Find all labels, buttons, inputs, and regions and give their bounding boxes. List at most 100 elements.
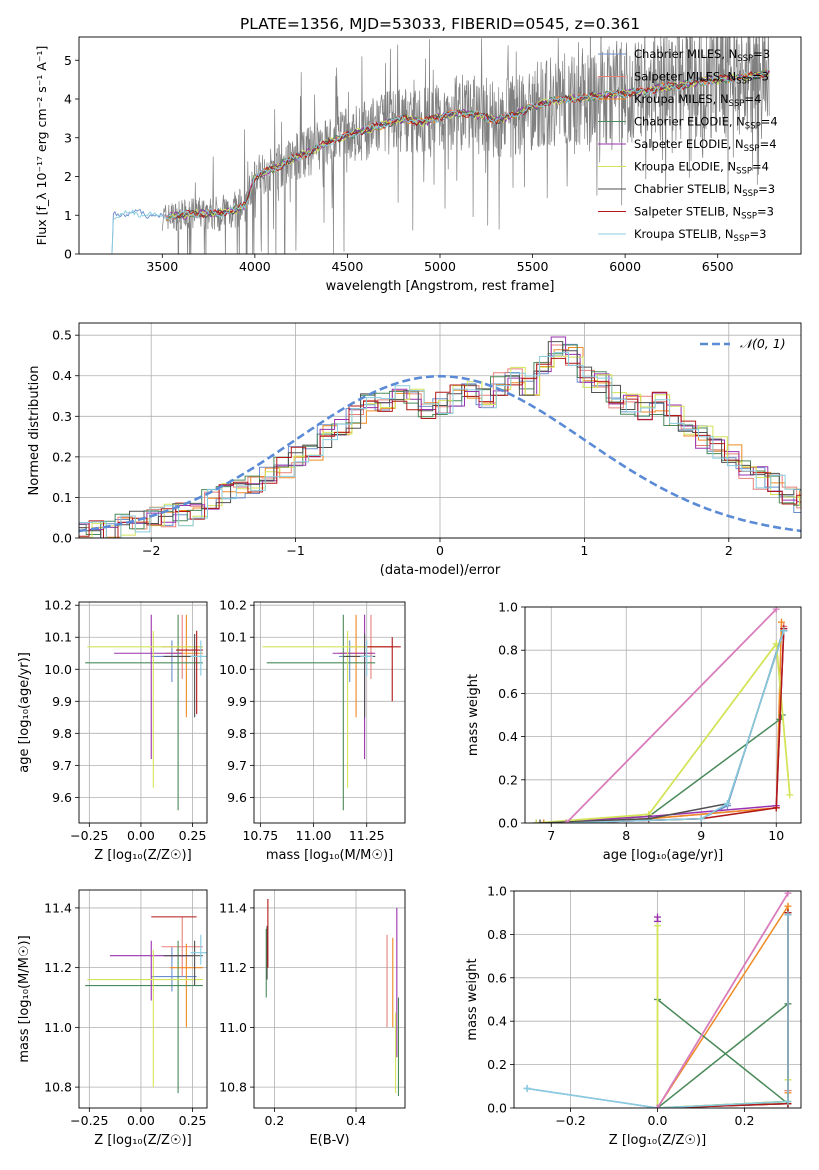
y-tick-label: 0.8 bbox=[487, 927, 507, 942]
axes: 0.2 0.4 10.8 11.0 11.2 11.4 E(B-V) bbox=[219, 889, 406, 1148]
legend-entry: 𝒩(0, 1) bbox=[740, 336, 786, 351]
error-bar-kroupa-stelib bbox=[190, 934, 207, 965]
legend-text: Kroupa MILES, N bbox=[634, 92, 729, 106]
plot-area bbox=[85, 614, 207, 811]
x-tick-label: 0.00 bbox=[127, 1113, 155, 1128]
legend-entry: Salpeter STELIB, NSSP=3 bbox=[634, 205, 774, 222]
x-axis-label: (data-model)/error bbox=[380, 563, 501, 578]
plot-area bbox=[110, 37, 770, 254]
y-axis-label: mass [log₁₀(M/M☉)] bbox=[17, 935, 32, 1062]
y-tick-label: 9.7 bbox=[227, 758, 247, 773]
x-tick-label: 9 bbox=[697, 828, 705, 843]
error-bar-salpeter-stelib bbox=[366, 637, 401, 702]
legend-subscript: SSP bbox=[736, 167, 752, 177]
y-tick-label: 0.8 bbox=[498, 643, 518, 658]
x-axis-label: age [log₁₀(age/yr)] bbox=[603, 848, 724, 863]
x-tick-label: −1 bbox=[286, 543, 304, 558]
legend-text: =3 bbox=[757, 205, 774, 219]
weight-line-chabrier-miles bbox=[566, 628, 785, 823]
y-tick-label: 5 bbox=[64, 53, 72, 68]
x-tick-label: −0.2 bbox=[555, 1113, 585, 1128]
axes: −0.25 0.00 0.25 10.8 11.0 11.2 11.4 Z [log₁₀(Z/… bbox=[17, 889, 208, 1148]
x-axis-label: mass [log₁₀(M/M☉)] bbox=[266, 848, 393, 863]
residual-histogram-panel: −2 −1 0 1 2 0.0 0.1 0.2 0.3 0.4 0.5 (data-model)/er… bbox=[27, 322, 802, 578]
error-bar-salpeter-elodie bbox=[109, 940, 193, 1001]
weight-marker bbox=[778, 618, 785, 626]
grid-lines bbox=[254, 890, 405, 1108]
grid-lines bbox=[254, 602, 405, 823]
error-bar-kroupa-miles bbox=[165, 614, 203, 718]
plot-area bbox=[79, 336, 801, 538]
legend-subscript: SSP bbox=[729, 99, 745, 109]
x-tick-label: 0.00 bbox=[127, 828, 155, 843]
error-bar-chabrier-stelib bbox=[163, 940, 203, 986]
y-tick-label: 11.4 bbox=[44, 900, 72, 915]
weight-line-kroupa-elodie bbox=[536, 641, 791, 823]
weight-line-chabrier-elodie bbox=[656, 998, 789, 1108]
mass-vs-ebv-panel: 0.2 0.4 10.8 11.0 11.2 11.4 E(B-V) bbox=[219, 889, 406, 1148]
mass-vs-metallicity-panel: −0.25 0.00 0.25 10.8 11.0 11.2 11.4 Z [log₁₀(Z/… bbox=[17, 889, 208, 1148]
x-tick-label: 8 bbox=[622, 828, 630, 843]
axes: −0.2 0.0 0.2 0.0 0.2 0.4 0.6 0.8 1.0 Z [log₁₀(Z/Z… bbox=[465, 884, 802, 1148]
x-tick-label: 0.25 bbox=[179, 828, 207, 843]
axes: −0.25 0.00 0.25 9.6 9.7 9.8 9.9 10.0 10.1 10.2 Z [… bbox=[17, 598, 208, 863]
y-tick-label: 10.0 bbox=[219, 662, 247, 677]
y-tick-label: 0.6 bbox=[487, 970, 507, 985]
y-tick-label: 2 bbox=[64, 169, 72, 184]
weight-marker bbox=[532, 819, 540, 823]
y-tick-label: 9.9 bbox=[52, 694, 72, 709]
x-tick-label: 11.25 bbox=[349, 828, 385, 843]
x-tick-label: 0.25 bbox=[179, 1113, 207, 1128]
y-axis-label: Normed distribution bbox=[27, 366, 42, 496]
plot-area bbox=[262, 614, 401, 811]
y-tick-label: 11.2 bbox=[44, 960, 72, 975]
error-bar-salpeter-stelib bbox=[176, 630, 203, 715]
y-tick-label: 0.1 bbox=[52, 490, 72, 505]
x-axis-label: Z [log₁₀(Z/Z☉)] bbox=[94, 848, 191, 863]
y-tick-label: 0.5 bbox=[52, 328, 72, 343]
y-tick-label: 9.9 bbox=[227, 694, 247, 709]
x-tick-label: 10 bbox=[768, 828, 784, 843]
legend-subscript: SSP bbox=[744, 144, 760, 154]
residual-histogram-salpeter-stelib bbox=[79, 357, 801, 538]
y-tick-label: 0.6 bbox=[498, 686, 518, 701]
weight-marker bbox=[784, 902, 792, 910]
axes-frame bbox=[524, 606, 802, 824]
legend-subscript: SSP bbox=[737, 54, 753, 64]
model-spectrum-kroupa-stelib bbox=[110, 68, 770, 254]
axes: 10.75 11.00 11.25 9.6 9.7 9.8 9.9 10.0 10.1 10.2 m… bbox=[219, 598, 406, 863]
legend-text: Kroupa STELIB, N bbox=[634, 227, 734, 241]
legend-text: Chabrier ELODIE, N bbox=[634, 115, 745, 129]
legend: 𝒩(0, 1) bbox=[700, 336, 786, 351]
legend-entry: Kroupa MILES, NSSP=4 bbox=[634, 92, 761, 109]
axes-frame bbox=[78, 601, 208, 824]
weight-line-kroupa-miles bbox=[543, 622, 783, 823]
x-tick-label: 2 bbox=[725, 543, 733, 558]
y-tick-label: 1.0 bbox=[498, 600, 518, 615]
weight-marker bbox=[724, 800, 731, 808]
x-tick-label: 0.4 bbox=[346, 1113, 366, 1128]
y-tick-label: 9.8 bbox=[52, 726, 72, 741]
legend-text: Salpeter STELIB, N bbox=[634, 205, 741, 219]
axes-frame bbox=[253, 601, 406, 824]
x-tick-label: 0.2 bbox=[735, 1113, 755, 1128]
weight-marker bbox=[654, 1104, 661, 1108]
weight-vs-metallicity-panel: −0.2 0.0 0.2 0.0 0.2 0.4 0.6 0.8 1.0 Z [log₁₀(Z/Z… bbox=[465, 884, 802, 1148]
observed-spectrum bbox=[161, 37, 770, 254]
legend-text: =3 bbox=[758, 182, 775, 196]
y-tick-label: 0.0 bbox=[498, 816, 518, 831]
axes: 3500 4000 4500 5000 5500 6000 6500 0 1 2 3 4 5 wavele… bbox=[34, 36, 802, 294]
y-tick-label: 0 bbox=[64, 247, 72, 262]
residual-histogram-kroupa-miles bbox=[79, 347, 801, 538]
x-tick-label: −0.25 bbox=[70, 828, 108, 843]
weight-marker bbox=[697, 815, 705, 823]
age-vs-mass-panel: 10.75 11.00 11.25 9.6 9.7 9.8 9.9 10.0 10.1 10.2 m… bbox=[219, 598, 406, 863]
legend-text: =4 bbox=[760, 137, 777, 151]
legend-text: Salpeter MILES, N bbox=[634, 70, 736, 84]
error-bar-kroupa-elodie bbox=[87, 630, 203, 788]
y-tick-label: 0.4 bbox=[498, 729, 518, 744]
y-tick-label: 0.3 bbox=[52, 409, 72, 424]
model-spectrum-chabrier-stelib bbox=[173, 71, 769, 219]
x-tick-label: −2 bbox=[142, 543, 160, 558]
y-tick-label: 9.6 bbox=[227, 790, 247, 805]
